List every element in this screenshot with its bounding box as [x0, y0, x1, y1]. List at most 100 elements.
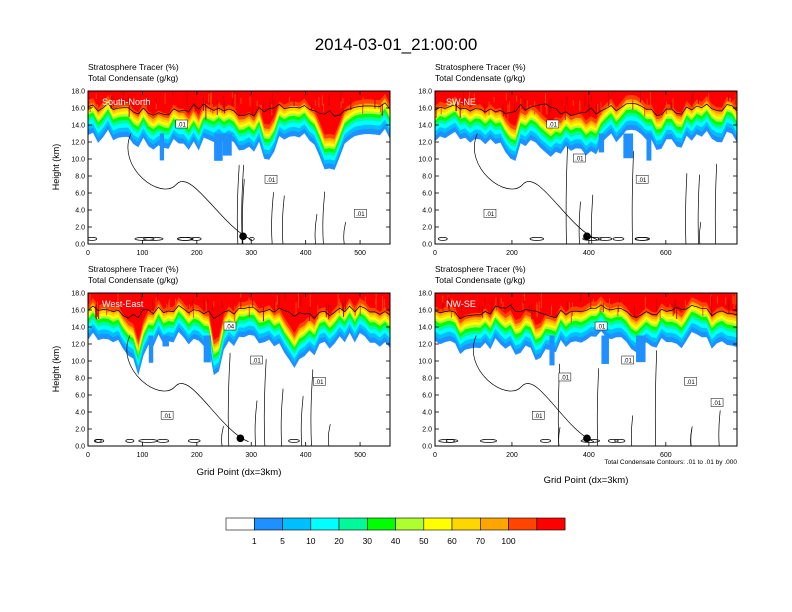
- y-tick-label: 12.0: [418, 342, 432, 349]
- contour-label: .01: [267, 178, 276, 184]
- contour-line: [435, 102, 737, 117]
- contour-line: [190, 237, 202, 241]
- contour-label: .01: [713, 401, 722, 407]
- contour-line: [327, 423, 331, 446]
- contour-line: [597, 237, 613, 241]
- x-tick-label: 100: [137, 250, 149, 257]
- contour-line: [221, 425, 224, 446]
- colorbar-swatch: [282, 517, 312, 531]
- location-marker: [583, 434, 591, 443]
- contour-line: [94, 439, 105, 443]
- panel-variable-line2: Total Condensate (g/kg): [88, 275, 178, 285]
- y-tick-label: 16.0: [71, 106, 85, 113]
- colorbar-label: 30: [363, 536, 373, 546]
- contour-line: [685, 172, 688, 244]
- panel-nw-se: Stratosphere Tracer (%) Total Condensate…: [418, 264, 738, 486]
- x-tick-label: 500: [354, 250, 366, 257]
- cross-section-label: West-East: [102, 299, 144, 309]
- panel-variable-line1: Stratosphere Tracer (%): [88, 264, 179, 274]
- colorbar: 1 5 10 20 30 40 50 60 70 100: [225, 517, 566, 546]
- contour-line: [227, 352, 231, 446]
- x-tick-label: 400: [583, 250, 595, 257]
- y-tick-label: 4.0: [422, 410, 432, 417]
- y-tick-label: 2.0: [75, 427, 85, 434]
- location-marker: [236, 434, 245, 443]
- contour-label: .01: [549, 123, 558, 129]
- contour-label-box: [546, 119, 560, 129]
- contour-label: .01: [177, 123, 186, 129]
- contour-line: [714, 163, 717, 244]
- contour-line: [310, 369, 314, 446]
- contour-line: [177, 237, 193, 241]
- y-tick-label: 6.0: [422, 191, 432, 198]
- tracer-intrusion: [222, 133, 232, 156]
- contour-line: [138, 439, 158, 443]
- colorbar-swatch: [508, 517, 538, 531]
- y-tick-label: 12.0: [71, 342, 85, 349]
- colorbar-swatch: [338, 517, 368, 531]
- panel-sw-ne: Stratosphere Tracer (%) Total Condensate…: [418, 62, 738, 257]
- x-tick-label: 300: [245, 250, 257, 257]
- y-tick-label: 4.0: [75, 208, 85, 215]
- y-tick-label: 6.0: [75, 191, 85, 198]
- x-tick-label: 400: [583, 452, 595, 459]
- tracer-band: [435, 293, 737, 326]
- contour-label: .01: [534, 414, 543, 420]
- contour-line: [282, 195, 285, 244]
- contour-line: [241, 164, 244, 244]
- plot-frame: [434, 292, 738, 447]
- contour-label-box: [635, 175, 649, 184]
- cross-section-label: NW-SE: [446, 299, 476, 309]
- contour-line: [134, 237, 155, 241]
- contour-line: [474, 133, 598, 241]
- panel-variable-line1: Stratosphere Tracer (%): [435, 264, 526, 274]
- panel-variable-line1: Stratosphere Tracer (%): [435, 62, 526, 72]
- colorbar-label: 20: [334, 536, 344, 546]
- contour-label: .01: [624, 359, 633, 365]
- colorbar-swatch: [254, 517, 283, 531]
- tracer-intrusion: [636, 335, 646, 363]
- contour-label-box: [532, 411, 545, 420]
- contour-line: [88, 305, 390, 320]
- tracer-intrusion: [203, 335, 211, 363]
- contour-label-box: [483, 209, 497, 218]
- y-axis-label: Height (km): [51, 346, 61, 393]
- panel-variable-line1: Stratosphere Tracer (%): [88, 62, 179, 72]
- contour-line: [540, 439, 552, 443]
- y-tick-label: 14.0: [418, 325, 432, 332]
- y-tick-label: 18.0: [71, 291, 85, 298]
- panel-south-north: Stratosphere Tracer (%) Total Condensate…: [51, 62, 391, 257]
- contour-line: [263, 358, 267, 446]
- colorbar-swatch: [423, 517, 453, 531]
- colorbar-label: 70: [476, 536, 486, 546]
- y-tick-label: 6.0: [75, 393, 85, 400]
- colorbar-label: 10: [306, 536, 316, 546]
- contour-label: .01: [356, 212, 365, 218]
- y-tick-label: 14.0: [418, 123, 432, 130]
- contour-label: .01: [486, 212, 495, 218]
- colorbar-swatch: [451, 517, 481, 531]
- location-marker: [239, 232, 247, 241]
- contour-line: [473, 335, 595, 443]
- contour-line: [249, 237, 255, 241]
- y-tick-label: 8.0: [75, 376, 85, 383]
- contour-line: [236, 164, 240, 244]
- y-tick-label: 0.0: [422, 242, 432, 249]
- contour-line: [654, 349, 657, 446]
- x-tick-label: 0: [433, 452, 437, 459]
- contour-label-box: [684, 377, 697, 386]
- tracer-field: [435, 293, 737, 446]
- x-tick-label: 200: [191, 250, 203, 257]
- y-tick-label: 8.0: [422, 174, 432, 181]
- tracer-band: [88, 91, 390, 136]
- contour-label-box: [175, 119, 188, 129]
- x-tick-label: 0: [433, 250, 437, 257]
- contour-label-box: [313, 377, 326, 386]
- colorbar-label: 5: [280, 536, 285, 546]
- contour-line: [565, 146, 568, 244]
- contour-label-box: [223, 321, 237, 331]
- y-tick-label: 14.0: [71, 123, 85, 130]
- contour-line: [288, 439, 300, 443]
- cross-section-label: South-North: [102, 97, 151, 107]
- contour-line: [187, 439, 201, 443]
